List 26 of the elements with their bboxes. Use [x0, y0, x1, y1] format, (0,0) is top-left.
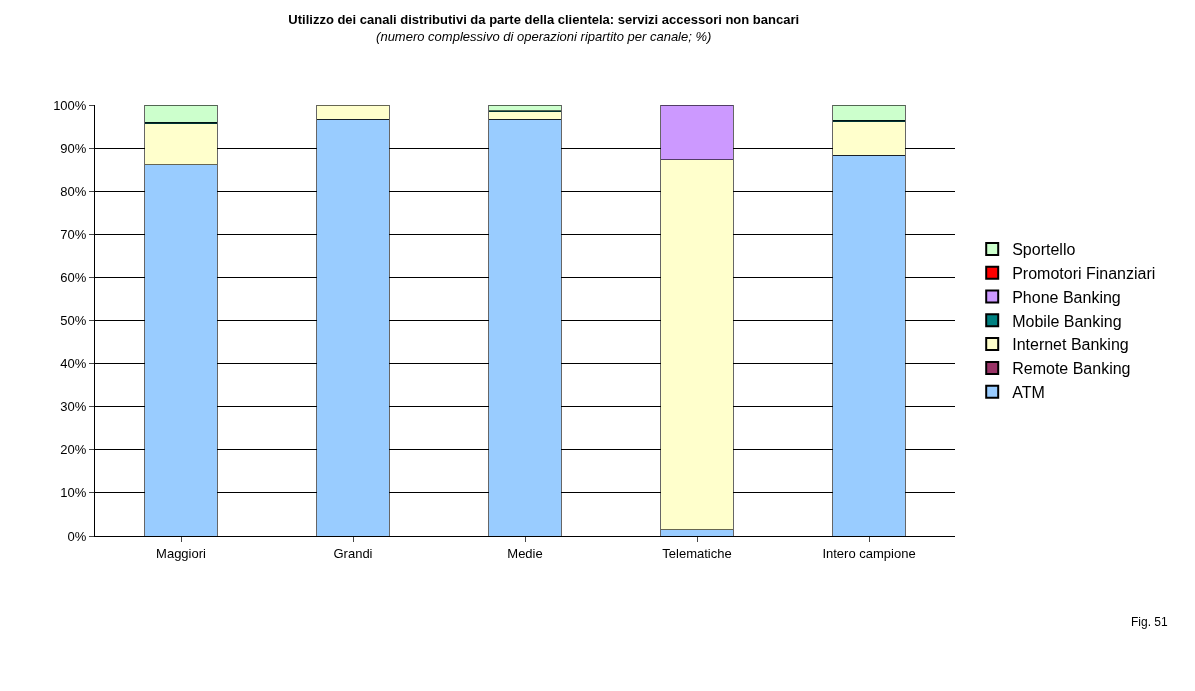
- chart-subtitle: (numero complessivo di operazioni ripartito per canale; %): [376, 29, 712, 45]
- y-tick-label: 100%: [53, 97, 87, 113]
- y-tick-label: 40%: [60, 356, 87, 372]
- legend-label: Mobile Banking: [1012, 312, 1122, 330]
- y-tick-label: 30%: [60, 399, 87, 415]
- y-tick-label: 50%: [60, 313, 87, 329]
- legend-label: Remote Banking: [1012, 360, 1131, 378]
- y-tick-label: 60%: [60, 269, 87, 285]
- legend-label: ATM: [1012, 383, 1045, 401]
- x-tick-label: Medie: [507, 545, 543, 561]
- y-tick-label: 70%: [60, 226, 87, 242]
- y-tick-label: 20%: [60, 442, 87, 458]
- y-tick-label: 90%: [60, 140, 87, 156]
- legend-label: Promotori Finanziari: [1012, 264, 1156, 282]
- legend-label: Internet Banking: [1012, 336, 1129, 354]
- x-tick-label: Maggiori: [156, 545, 207, 561]
- x-tick-label: Telematiche: [662, 545, 732, 561]
- x-tick-label: Grandi: [333, 545, 373, 561]
- caption: Fig. 51: [1131, 615, 1169, 629]
- y-tick-label: 0%: [67, 528, 87, 544]
- x-tick-label: Intero campione: [822, 545, 916, 561]
- y-tick-label: 80%: [60, 183, 87, 199]
- legend-label: Sportello: [1012, 241, 1076, 259]
- chart-title: Utilizzo dei canali distributivi da parte della clientela: servizi accessori non bancari: [288, 12, 800, 28]
- legend-label: Phone Banking: [1012, 288, 1121, 306]
- y-tick-label: 10%: [60, 485, 87, 501]
